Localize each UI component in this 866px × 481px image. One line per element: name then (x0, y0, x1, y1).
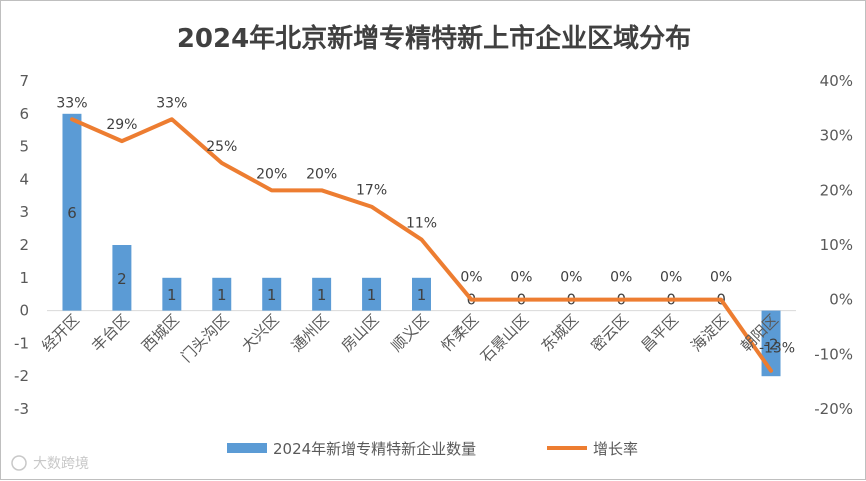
bar (212, 277, 232, 311)
y-left-tick-label: -2 (14, 367, 29, 385)
line-data-label: 20% (306, 166, 337, 182)
y-left-tick-label: 0 (19, 302, 29, 320)
growth-rate-line (69, 117, 774, 373)
category-label: 大兴区 (238, 311, 283, 356)
bar (262, 277, 282, 311)
line-data-label: 17% (356, 183, 387, 199)
bar (412, 277, 431, 311)
y-left-tick-label: 1 (19, 269, 29, 287)
watermark-logo-icon (11, 455, 27, 471)
bar-data-label: 1 (417, 286, 427, 304)
line-data-label: 0% (510, 270, 532, 286)
y-right-tick-label: 20% (820, 181, 853, 199)
y-right-tick-label: 10% (820, 236, 853, 254)
bar-data-label: 1 (167, 286, 177, 304)
bar-data-label: 6 (67, 204, 77, 222)
watermark-text: 大数跨境 (33, 456, 89, 472)
watermark: 大数跨境 (11, 455, 89, 472)
bar (62, 113, 82, 311)
legend-line-label: 增长率 (593, 440, 638, 458)
y-left-tick-label: 5 (19, 138, 29, 156)
line-data-label: 11% (406, 216, 437, 232)
bar-data-label: 1 (267, 286, 277, 304)
bar-data-label: 1 (217, 286, 227, 304)
bar (112, 245, 132, 311)
category-label: 通州区 (288, 311, 333, 356)
category-label: 密云区 (588, 311, 633, 356)
category-label: 门头沟区 (177, 311, 232, 366)
line-data-label: 0% (660, 270, 682, 286)
bar (761, 310, 781, 377)
bar (312, 277, 332, 311)
category-label: 丰台区 (88, 311, 133, 356)
y-left-tick-label: -3 (14, 400, 29, 418)
category-label: 顺义区 (388, 311, 433, 356)
line-data-label: 20% (256, 166, 287, 182)
y-left-tick-label: 7 (19, 72, 29, 90)
line-data-label: 0% (710, 270, 732, 286)
chart-title: 2024年北京新增专精特新上市企业区域分布 (177, 23, 691, 54)
line-series: 33% 29% 33% 25% 20% 20% 17% 11% 0% 0% 0% 0% 0% 0% -13% (56, 95, 795, 373)
y-left-tick-label: 4 (19, 170, 29, 188)
category-label: 怀柔区 (438, 311, 483, 356)
line-data-label: 33% (56, 95, 87, 111)
category-label: 石景山区 (477, 311, 532, 366)
bar-data-label: 1 (367, 286, 377, 304)
y-right-tick-label: 30% (820, 127, 853, 145)
category-label: 昌平区 (637, 311, 682, 356)
y-left-tick-label: 2 (19, 236, 29, 254)
y-left-tick-label: 3 (19, 203, 29, 221)
y-left-tick-label: 6 (19, 105, 29, 123)
category-label: 房山区 (338, 311, 383, 356)
y-right-tick-label: -10% (814, 345, 853, 363)
category-label: 经开区 (38, 311, 83, 356)
line-data-label: 29% (106, 117, 137, 133)
y-right-tick-label: 40% (820, 72, 853, 90)
line-data-label: 0% (610, 270, 632, 286)
line-data-label: 25% (206, 139, 237, 155)
category-label: 海淀区 (687, 311, 732, 356)
bar-data-label: -2 (764, 335, 779, 353)
line-data-label: 0% (460, 270, 482, 286)
bar-data-label: 1 (317, 286, 327, 304)
line-data-label: 33% (156, 95, 187, 111)
legend-bar-swatch (227, 443, 267, 453)
category-label: 东城区 (538, 311, 583, 356)
category-label: 西城区 (138, 311, 183, 356)
legend-bar-label: 2024年新增专精特新企业数量 (273, 440, 476, 458)
y-right-tick-label: -20% (814, 400, 853, 418)
bar (362, 277, 382, 311)
bar-data-label: 2 (117, 270, 127, 288)
legend: 2024年新增专精特新企业数量 增长率 (227, 440, 638, 458)
line-data-label: 0% (560, 270, 582, 286)
y-left-tick-label: -1 (14, 334, 29, 352)
bar (162, 277, 182, 311)
bar-series: 621 1 1 1 1 1 0 0 0 0 0 0-2 (62, 113, 781, 377)
y-right-tick-label: 0% (829, 291, 853, 309)
line-data-label: -13% (759, 341, 795, 357)
